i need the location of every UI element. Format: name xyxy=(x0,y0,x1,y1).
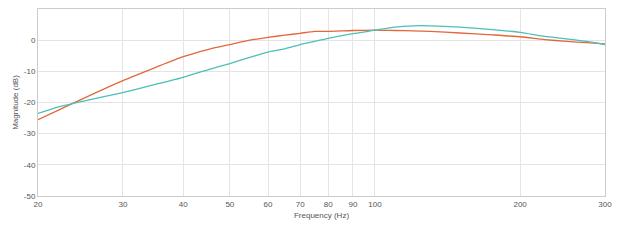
svg-text:200: 200 xyxy=(513,200,527,209)
svg-text:-50: -50 xyxy=(24,192,36,201)
svg-text:Magnitude (dB): Magnitude (dB) xyxy=(11,75,20,130)
svg-text:-30: -30 xyxy=(24,129,36,138)
svg-text:20: 20 xyxy=(34,200,43,209)
svg-text:30: 30 xyxy=(118,200,127,209)
svg-text:60: 60 xyxy=(264,200,273,209)
svg-text:70: 70 xyxy=(296,200,305,209)
svg-text:40: 40 xyxy=(179,200,188,209)
svg-text:-10: -10 xyxy=(24,67,36,76)
svg-text:80: 80 xyxy=(324,200,333,209)
svg-text:-20: -20 xyxy=(24,98,36,107)
svg-text:0: 0 xyxy=(31,36,36,45)
svg-text:-40: -40 xyxy=(24,161,36,170)
svg-text:100: 100 xyxy=(368,200,382,209)
svg-text:90: 90 xyxy=(348,200,357,209)
svg-text:300: 300 xyxy=(598,200,612,209)
svg-text:Frequency (Hz): Frequency (Hz) xyxy=(294,211,349,220)
svg-text:50: 50 xyxy=(225,200,234,209)
